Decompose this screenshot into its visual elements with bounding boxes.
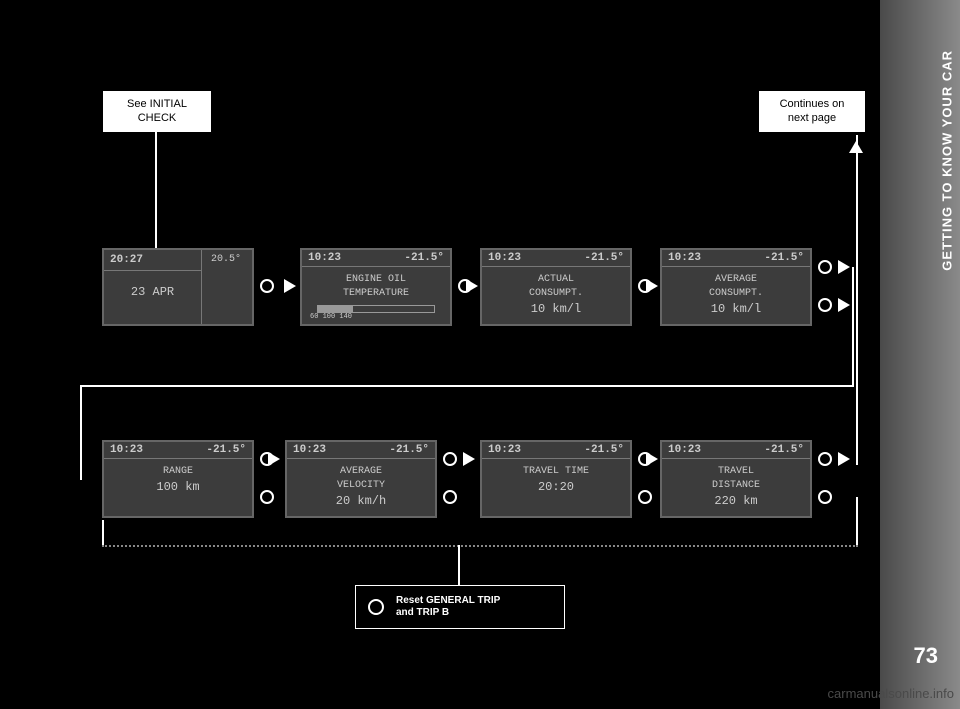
dot-icon (818, 298, 832, 312)
connector-line (155, 128, 157, 248)
rng-value: 100 km (104, 479, 252, 496)
arrow-right-icon (838, 452, 850, 466)
td-title: TRAVEL DISTANCE (662, 465, 810, 493)
dot-icon (443, 490, 457, 504)
connector-line (102, 520, 104, 545)
hdr-time: 10:23 (488, 252, 521, 264)
hdr-temp: -21.5° (764, 444, 804, 456)
hdr-temp: -21.5° (584, 444, 624, 456)
hdr-temp: -21.5° (404, 252, 444, 264)
reset-line1: Reset GENERAL TRIP (396, 595, 500, 607)
rng-title: RANGE (104, 465, 252, 479)
act-value: 10 km/l (482, 301, 630, 318)
label-standard-screen: Standard screen (108, 228, 194, 240)
hdr-time: 10:23 (110, 444, 143, 456)
oil-ticks: 60 100 140 (302, 313, 450, 323)
dot-icon (368, 599, 384, 615)
callout-initial-check: See INITIAL CHECK (102, 90, 212, 133)
arrow-right-icon (463, 452, 475, 466)
arrow-right-icon (646, 452, 658, 466)
screen-range: 10:23 -21.5° RANGE 100 km (102, 440, 254, 518)
td-value: 220 km (662, 493, 810, 510)
vel-title: AVERAGE VELOCITY (287, 465, 435, 493)
connector-line (80, 385, 854, 387)
dot-icon (818, 452, 832, 466)
dot-icon (818, 260, 832, 274)
arrow-up-icon (849, 141, 863, 153)
avg-value: 10 km/l (662, 301, 810, 318)
dot-icon (818, 490, 832, 504)
callout-continues: Continues on next page (758, 90, 866, 133)
arrow-right-icon (838, 298, 850, 312)
watermark: carmanualsonline.info (828, 686, 954, 701)
reset-line2: and TRIP B (396, 607, 500, 619)
screen-actual-consumption: 10:23 -21.5° ACTUAL CONSUMPT. 10 km/l (480, 248, 632, 326)
oil-title: ENGINE OIL TEMPERATURE (302, 273, 450, 301)
act-title: ACTUAL CONSUMPT. (482, 273, 630, 301)
screen-average-consumption: 10:23 -21.5° AVERAGE CONSUMPT. 10 km/l (660, 248, 812, 326)
connector-line (80, 385, 82, 480)
dot-icon (638, 490, 652, 504)
dotted-connector (102, 545, 858, 547)
connector-line (852, 267, 854, 387)
avg-title: AVERAGE CONSUMPT. (662, 273, 810, 301)
std-temp: 20.5° (200, 250, 252, 324)
callout-right-text: Continues on next page (780, 98, 845, 124)
reset-trip-box: Reset GENERAL TRIP and TRIP B (355, 585, 565, 629)
arrow-right-icon (268, 452, 280, 466)
page-number: 73 (914, 643, 938, 669)
dot-icon (260, 279, 274, 293)
screen-travel-time: 10:23 -21.5° TRAVEL TIME 20:20 (480, 440, 632, 518)
screen-standard: 20:27 23 APR 20.5° (102, 248, 254, 326)
arrow-right-icon (284, 279, 296, 293)
arrow-right-icon (838, 260, 850, 274)
arrow-right-icon (646, 279, 658, 293)
std-date: 23 APR (104, 271, 201, 299)
section-title: GETTING TO KNOW YOUR CAR (940, 50, 955, 271)
hdr-time: 10:23 (293, 444, 326, 456)
hdr-temp: -21.5° (764, 252, 804, 264)
hdr-temp: -21.5° (389, 444, 429, 456)
hdr-time: 10:23 (668, 252, 701, 264)
std-time: 20:27 (104, 250, 201, 271)
arrow-right-icon (466, 279, 478, 293)
hdr-temp: -21.5° (584, 252, 624, 264)
callout-left-text: See INITIAL CHECK (127, 98, 187, 124)
dot-icon (260, 490, 274, 504)
connector-line (458, 545, 460, 585)
hdr-time: 10:23 (488, 444, 521, 456)
screen-oil-temp: 10:23 -21.5° ENGINE OIL TEMPERATURE 60 10… (300, 248, 452, 326)
oil-gauge (317, 305, 435, 313)
connector-line (856, 497, 858, 545)
dot-icon (443, 452, 457, 466)
tt-value: 20:20 (482, 479, 630, 496)
tt-title: TRAVEL TIME (482, 465, 630, 479)
hdr-time: 10:23 (308, 252, 341, 264)
reset-text: Reset GENERAL TRIP and TRIP B (396, 595, 500, 619)
connector-line (856, 135, 858, 465)
screen-avg-velocity: 10:23 -21.5° AVERAGE VELOCITY 20 km/h (285, 440, 437, 518)
screen-travel-distance: 10:23 -21.5° TRAVEL DISTANCE 220 km (660, 440, 812, 518)
hdr-time: 10:23 (668, 444, 701, 456)
hdr-temp: -21.5° (206, 444, 246, 456)
vel-value: 20 km/h (287, 493, 435, 510)
sidebar: GETTING TO KNOW YOUR CAR 73 (880, 0, 960, 709)
